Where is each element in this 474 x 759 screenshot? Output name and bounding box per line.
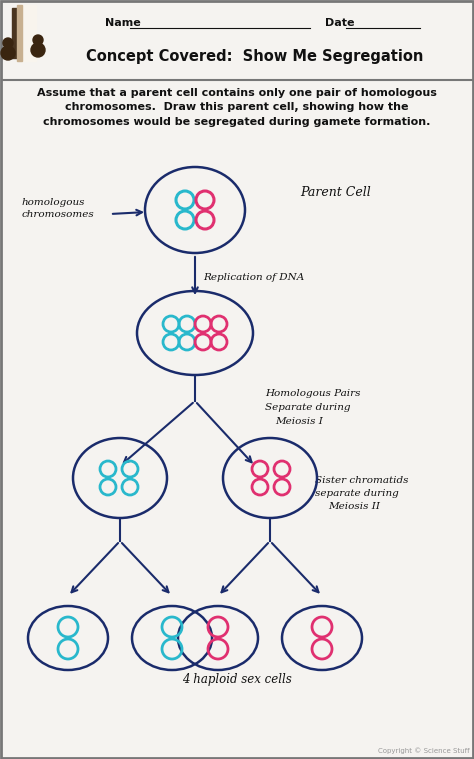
Text: homologous: homologous [22, 198, 85, 207]
Text: Sister chromatids: Sister chromatids [315, 476, 409, 485]
Text: 4 haploid sex cells: 4 haploid sex cells [182, 673, 292, 686]
Bar [18, 5, 36, 61]
Text: Parent Cell: Parent Cell [300, 187, 371, 200]
FancyBboxPatch shape [17, 5, 22, 61]
Text: separate during: separate during [315, 489, 399, 498]
Bar [12, 8, 18, 58]
Circle shape [3, 38, 13, 48]
Text: Separate during: Separate during [265, 403, 350, 412]
Text: Meiosis I: Meiosis I [275, 417, 323, 426]
Text: chromosomes: chromosomes [22, 210, 95, 219]
Text: Copyright © Science Stuff: Copyright © Science Stuff [378, 748, 470, 754]
Circle shape [33, 35, 43, 45]
Text: Name: Name [105, 18, 141, 28]
Circle shape [31, 43, 45, 57]
Text: Homologous Pairs: Homologous Pairs [265, 389, 361, 398]
Text: Replication of DNA: Replication of DNA [203, 273, 304, 282]
Text: Meiosis II: Meiosis II [328, 502, 380, 511]
Circle shape [1, 46, 15, 60]
Text: Assume that a parent cell contains only one pair of homologous
chromosomes.  Dra: Assume that a parent cell contains only … [37, 88, 437, 127]
Text: Concept Covered:  Show Me Segregation: Concept Covered: Show Me Segregation [86, 49, 424, 65]
Text: Date: Date [325, 18, 355, 28]
